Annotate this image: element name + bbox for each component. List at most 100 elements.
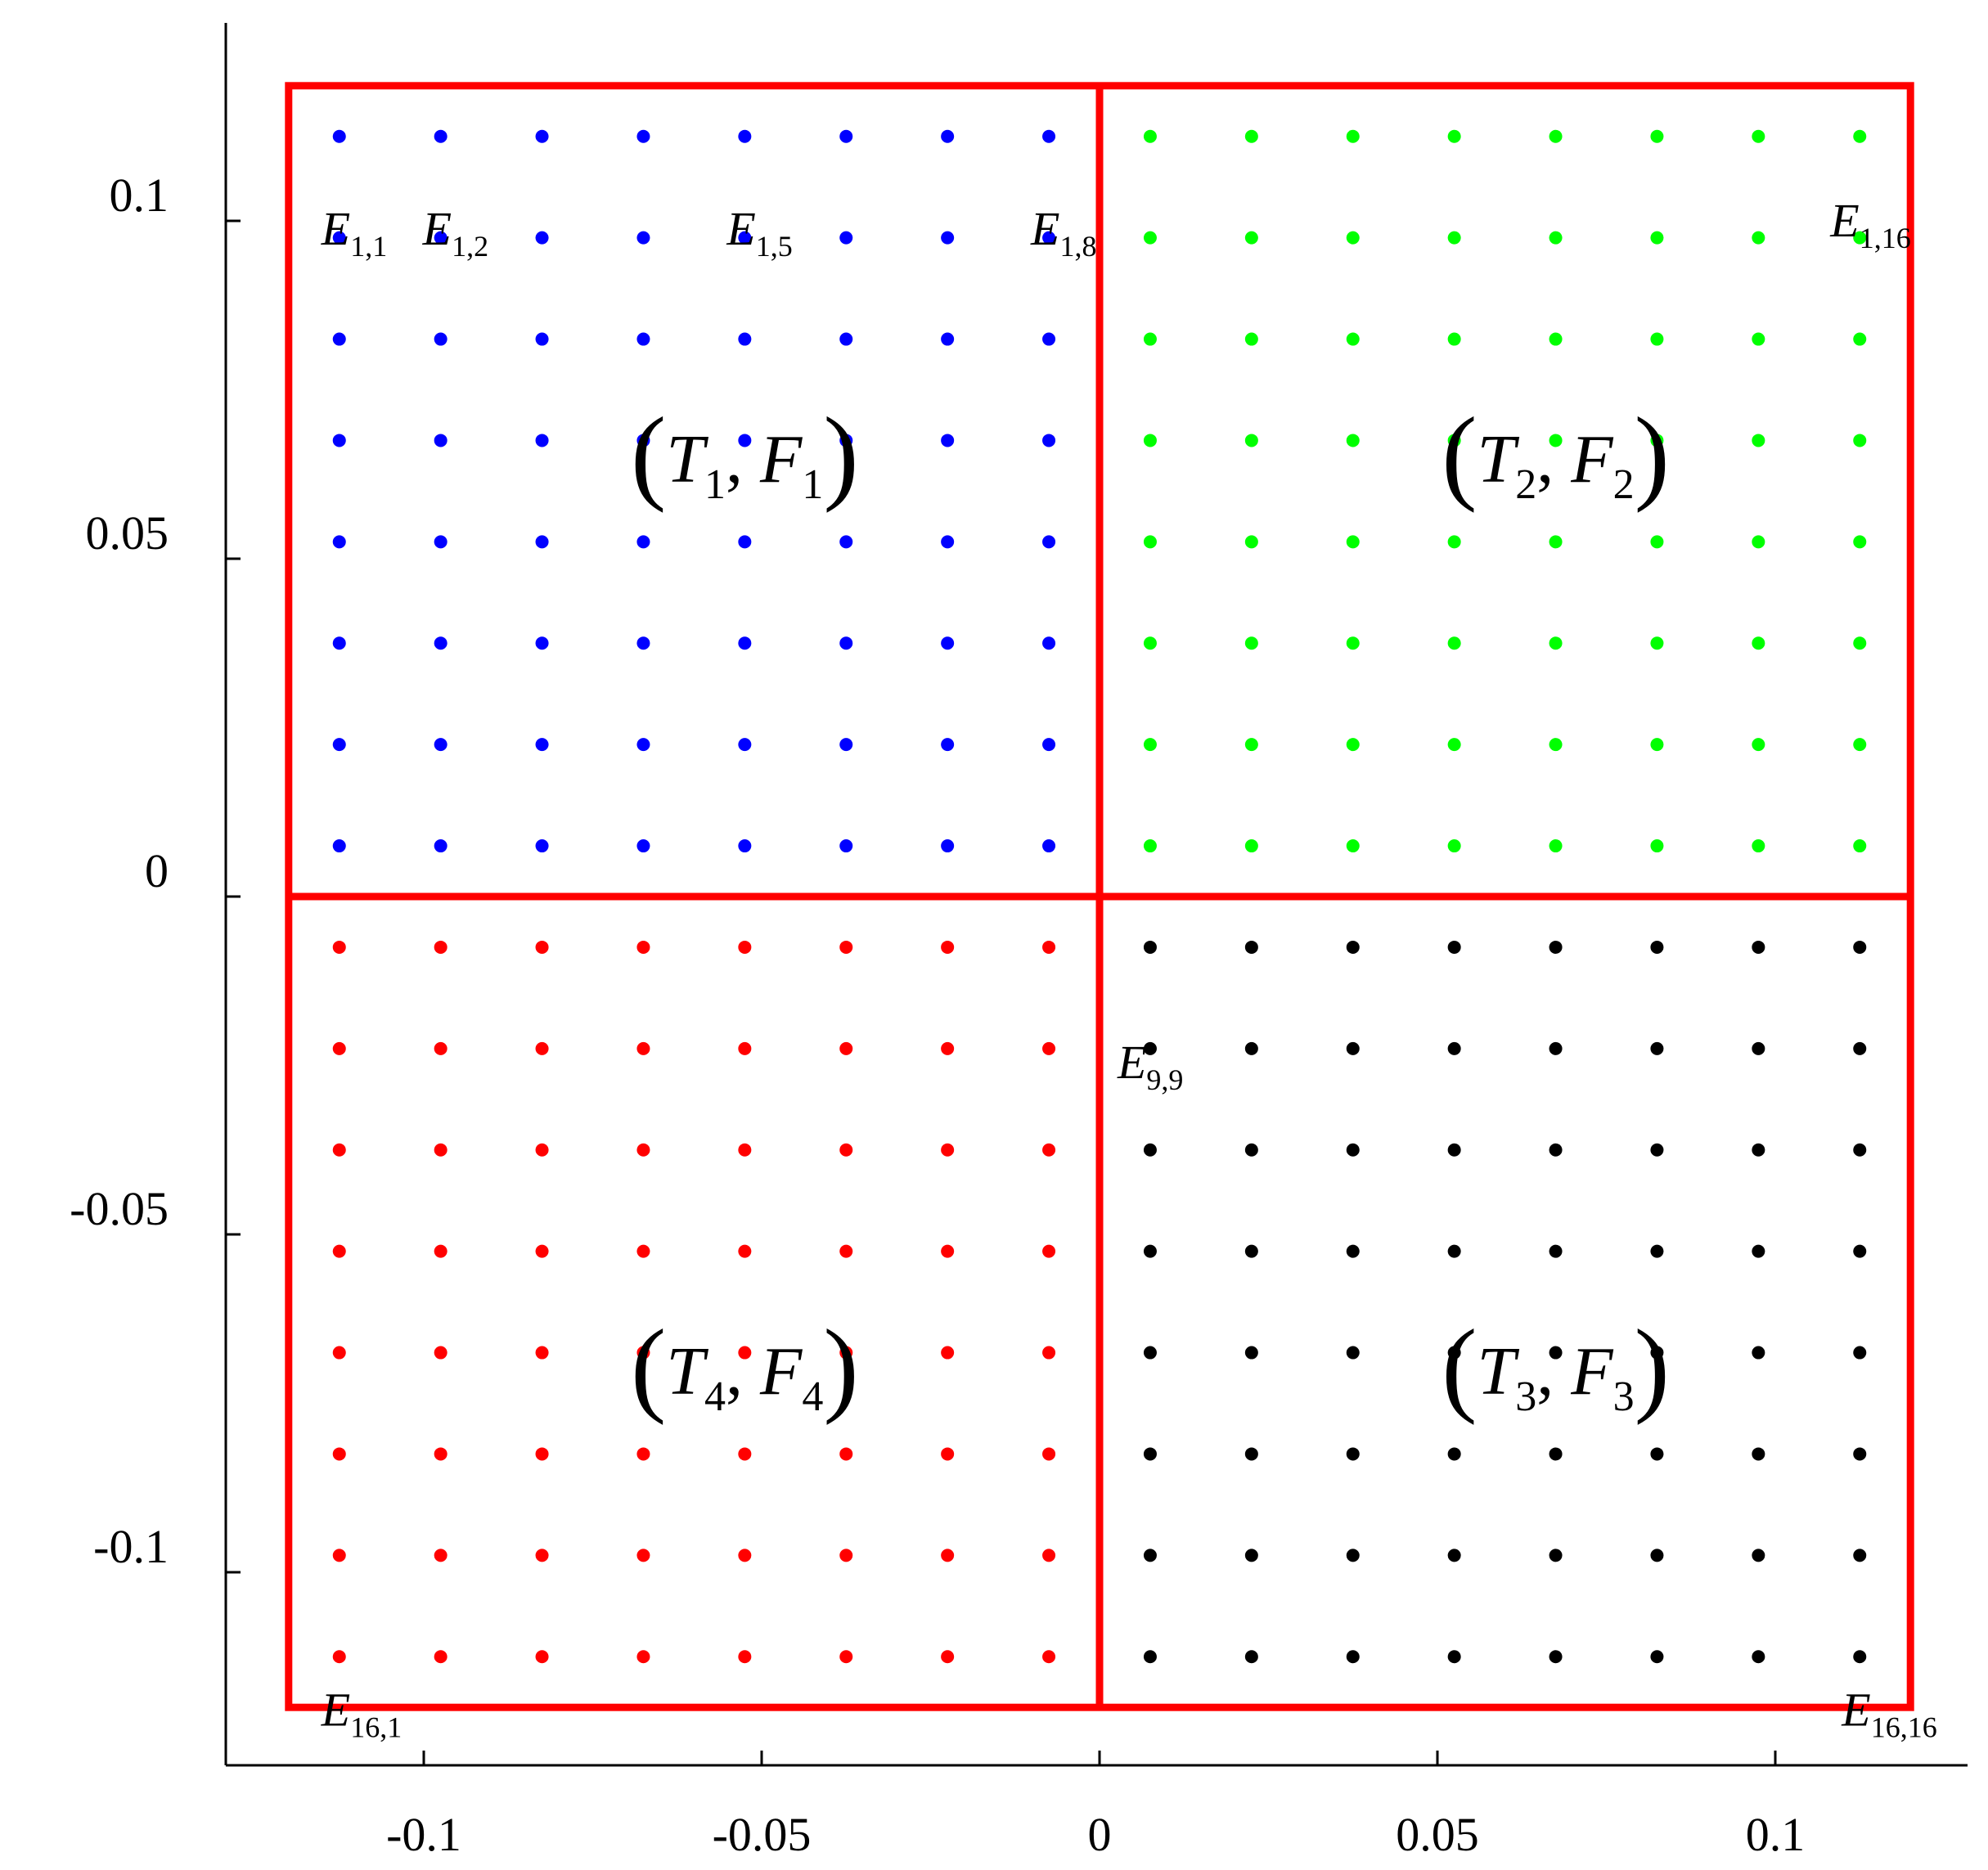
data-point <box>738 940 752 954</box>
data-point <box>1853 1041 1867 1055</box>
data-point <box>1042 636 1056 650</box>
data-point <box>1650 434 1664 447</box>
data-point <box>1549 535 1563 549</box>
data-point <box>434 434 448 447</box>
data-point <box>1244 129 1258 143</box>
data-point <box>1143 332 1157 346</box>
data-point <box>1650 1346 1664 1360</box>
data-point <box>535 1447 549 1461</box>
data-point <box>839 1650 853 1664</box>
data-point <box>1346 1244 1360 1258</box>
quadrant-label-t-subscript: 4 <box>704 1373 726 1420</box>
data-point <box>1447 434 1461 447</box>
data-point <box>1143 535 1157 549</box>
data-point <box>1549 1143 1563 1157</box>
data-point <box>1244 535 1258 549</box>
data-point <box>1346 434 1360 447</box>
data-point <box>839 738 853 752</box>
data-point <box>1549 1346 1563 1360</box>
data-point <box>1244 1549 1258 1562</box>
data-point <box>636 1447 650 1461</box>
quadrant-label-f-subscript: 3 <box>1613 1373 1635 1420</box>
data-point <box>1853 1143 1867 1157</box>
data-point <box>434 1143 448 1157</box>
data-point <box>738 129 752 143</box>
data-point <box>941 434 955 447</box>
data-point <box>1853 940 1867 954</box>
data-point <box>1752 231 1765 245</box>
data-point <box>535 231 549 245</box>
data-point <box>1853 129 1867 143</box>
data-point <box>941 129 955 143</box>
data-point <box>434 636 448 650</box>
quadrant-label-f: F <box>759 421 803 497</box>
data-point <box>1447 1650 1461 1664</box>
data-point <box>941 839 955 853</box>
data-point <box>738 1346 752 1360</box>
data-point <box>434 1650 448 1664</box>
quadrant-label-t-subscript: 3 <box>1515 1373 1536 1420</box>
data-point <box>839 1041 853 1055</box>
data-point <box>1042 738 1056 752</box>
data-point <box>839 1244 853 1258</box>
data-point <box>1143 839 1157 853</box>
data-point <box>1042 231 1056 245</box>
data-point <box>332 839 346 853</box>
data-point <box>1447 535 1461 549</box>
data-point <box>738 636 752 650</box>
data-point <box>1244 1650 1258 1664</box>
quadrant-label-t: T <box>1478 1333 1520 1409</box>
data-point <box>1650 535 1664 549</box>
data-point <box>1650 738 1664 752</box>
data-point <box>1346 332 1360 346</box>
data-point <box>1853 1650 1867 1664</box>
data-point <box>1650 839 1664 853</box>
data-point <box>839 940 853 954</box>
data-point <box>1549 1447 1563 1461</box>
data-point <box>1853 535 1867 549</box>
x-tick-label: -0.1 <box>386 1808 461 1861</box>
data-point <box>1650 332 1664 346</box>
quadrant-label-separator: , <box>1536 1333 1571 1409</box>
data-point <box>535 1244 549 1258</box>
data-point <box>1244 636 1258 650</box>
data-point <box>535 1549 549 1562</box>
data-point <box>535 535 549 549</box>
data-point <box>1143 1650 1157 1664</box>
quadrant-label-t: T <box>1478 421 1520 497</box>
quadrant-label-separator: , <box>1536 421 1571 497</box>
quadrant-label-separator: , <box>726 421 760 497</box>
data-point <box>839 1143 853 1157</box>
data-point <box>839 129 853 143</box>
data-point <box>1853 738 1867 752</box>
data-point <box>636 1143 650 1157</box>
data-point <box>636 332 650 346</box>
y-tick-label: -0.1 <box>93 1520 169 1573</box>
element-label: E1,8 <box>1030 202 1096 263</box>
data-point <box>1853 434 1867 447</box>
data-point <box>738 1244 752 1258</box>
data-point <box>1752 1244 1765 1258</box>
data-point <box>1346 129 1360 143</box>
x-tick-label: 0 <box>1088 1808 1112 1861</box>
data-point <box>332 129 346 143</box>
data-point <box>1447 940 1461 954</box>
data-point <box>1447 129 1461 143</box>
data-points <box>332 129 1867 1664</box>
element-label-subscript: 16,16 <box>1871 1710 1937 1743</box>
quadrant-label-close-paren: ) <box>823 1308 858 1426</box>
data-point <box>434 1549 448 1562</box>
data-point <box>535 1346 549 1360</box>
data-point <box>1042 1041 1056 1055</box>
data-point <box>1143 738 1157 752</box>
quadrant-label-f: F <box>1570 421 1614 497</box>
y-tick-label: 0 <box>145 844 169 897</box>
data-point <box>1143 1447 1157 1461</box>
element-label-subscript: 1,8 <box>1059 230 1096 263</box>
data-point <box>332 1041 346 1055</box>
x-tick-label: 0.1 <box>1746 1808 1806 1861</box>
x-tick-label: 0.05 <box>1396 1808 1479 1861</box>
quadrant-label-open-paren: ( <box>1442 396 1477 514</box>
data-point <box>1042 1244 1056 1258</box>
